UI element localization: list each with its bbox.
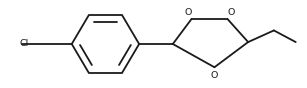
- Text: O: O: [227, 8, 235, 17]
- Text: O: O: [211, 71, 218, 80]
- Text: Cl: Cl: [19, 40, 29, 48]
- Text: O: O: [184, 8, 191, 17]
